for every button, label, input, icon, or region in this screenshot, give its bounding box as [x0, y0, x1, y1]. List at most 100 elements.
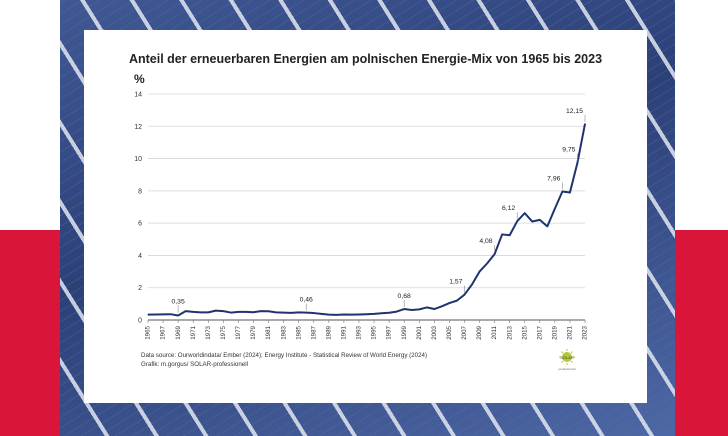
data-point	[185, 310, 187, 312]
data-point	[433, 308, 435, 310]
data-point	[230, 311, 232, 314]
data-point	[328, 314, 330, 316]
x-tick-label: 1999	[401, 325, 408, 339]
y-tick-label: 14	[134, 92, 142, 99]
y-tick-label: 2	[138, 285, 142, 292]
x-tick-label: 1985	[295, 325, 302, 339]
background-white-right	[675, 0, 728, 230]
data-point	[448, 302, 450, 304]
data-point	[539, 219, 541, 221]
data-point	[335, 314, 337, 316]
svg-text:SOLAR: SOLAR	[560, 355, 574, 360]
x-tick-label: 2005	[446, 325, 453, 339]
y-tick-label: 6	[138, 221, 142, 228]
data-point	[343, 313, 345, 316]
x-tick-label: 1981	[265, 325, 272, 339]
data-point	[298, 311, 300, 314]
data-label: 4,08	[479, 238, 492, 245]
x-tick-label: 2019	[552, 325, 559, 339]
data-point	[147, 314, 149, 316]
data-point	[403, 308, 405, 310]
x-tick-label: 1991	[341, 325, 348, 339]
data-point	[524, 212, 526, 214]
data-point	[200, 311, 202, 314]
x-tick-label: 1977	[235, 325, 242, 339]
y-tick-label: 0	[138, 318, 142, 325]
data-point	[396, 311, 398, 313]
data-point	[546, 225, 548, 227]
x-tick-label: 2017	[536, 325, 543, 339]
data-point	[154, 313, 157, 316]
data-point	[267, 310, 270, 312]
chart-card: Anteil der erneuerbaren Energien am poln…	[84, 30, 647, 403]
data-point	[576, 162, 579, 164]
series-line	[147, 123, 586, 317]
x-tick-label: 2023	[582, 325, 589, 339]
x-tick-label: 1987	[310, 325, 317, 339]
data-point	[531, 220, 533, 223]
x-tick-label: 2001	[416, 325, 423, 339]
x-tick-label: 1967	[160, 325, 167, 339]
x-tick-label: 2011	[491, 325, 498, 339]
data-label: 0,46	[300, 297, 313, 304]
data-point	[441, 305, 443, 307]
data-point	[365, 313, 368, 315]
x-tick-label: 2013	[506, 325, 513, 339]
x-tick-label: 1989	[325, 325, 332, 339]
x-tick-label: 1971	[190, 325, 197, 339]
data-point	[215, 310, 217, 312]
data-point	[275, 311, 277, 314]
data-label: 7,96	[547, 176, 560, 183]
chart-source: Data source: Ourworldindata/ Ember (2024…	[141, 351, 427, 369]
data-point	[456, 300, 458, 302]
data-point	[380, 312, 383, 314]
data-point	[373, 313, 375, 315]
y-tick-label: 8	[138, 188, 142, 195]
data-label: 0,68	[398, 293, 411, 300]
data-point	[350, 314, 353, 316]
chart-title: Anteil der erneuerbaren Energien am poln…	[128, 52, 603, 66]
x-tick-label: 2021	[567, 325, 574, 339]
data-label: 9,75	[562, 147, 575, 154]
data-point	[561, 190, 563, 193]
data-point	[584, 123, 586, 125]
data-point	[463, 294, 466, 296]
x-tick-label: 2003	[431, 325, 438, 339]
data-point	[426, 306, 428, 309]
y-tick-label: 12	[134, 124, 142, 131]
data-point	[320, 313, 322, 315]
x-tick-label: 1993	[356, 325, 363, 339]
data-point	[388, 312, 390, 314]
data-point	[486, 262, 488, 265]
data-point	[305, 311, 307, 314]
data-point	[260, 310, 262, 312]
x-tick-label: 1975	[220, 325, 227, 339]
data-point	[177, 314, 179, 317]
data-point	[170, 313, 172, 315]
data-point	[493, 253, 496, 255]
x-tick-label: 2007	[461, 325, 468, 339]
y-tick-label: 4	[138, 253, 142, 260]
data-point	[245, 311, 247, 313]
data-point	[516, 220, 518, 222]
data-point	[290, 312, 292, 314]
data-point	[162, 313, 164, 315]
data-point	[478, 270, 481, 273]
data-label: 1,57	[449, 279, 462, 286]
data-point	[411, 309, 413, 311]
y-axis-unit: %	[134, 72, 145, 86]
data-point	[237, 311, 240, 313]
svg-text:professionell: professionell	[559, 367, 576, 371]
data-point	[222, 310, 224, 312]
data-point	[192, 311, 194, 313]
data-point	[252, 311, 255, 313]
x-tick-label: 2015	[521, 325, 528, 339]
x-tick-label: 1973	[205, 325, 212, 339]
x-tick-label: 1965	[145, 325, 152, 339]
data-point	[358, 313, 360, 316]
data-label: 0,35	[172, 298, 185, 305]
data-point	[569, 191, 571, 194]
credit-line: Grafik: m.gorgus/ SOLAR-professionell	[141, 361, 248, 368]
data-point	[471, 283, 473, 286]
x-tick-label: 1983	[280, 325, 287, 339]
